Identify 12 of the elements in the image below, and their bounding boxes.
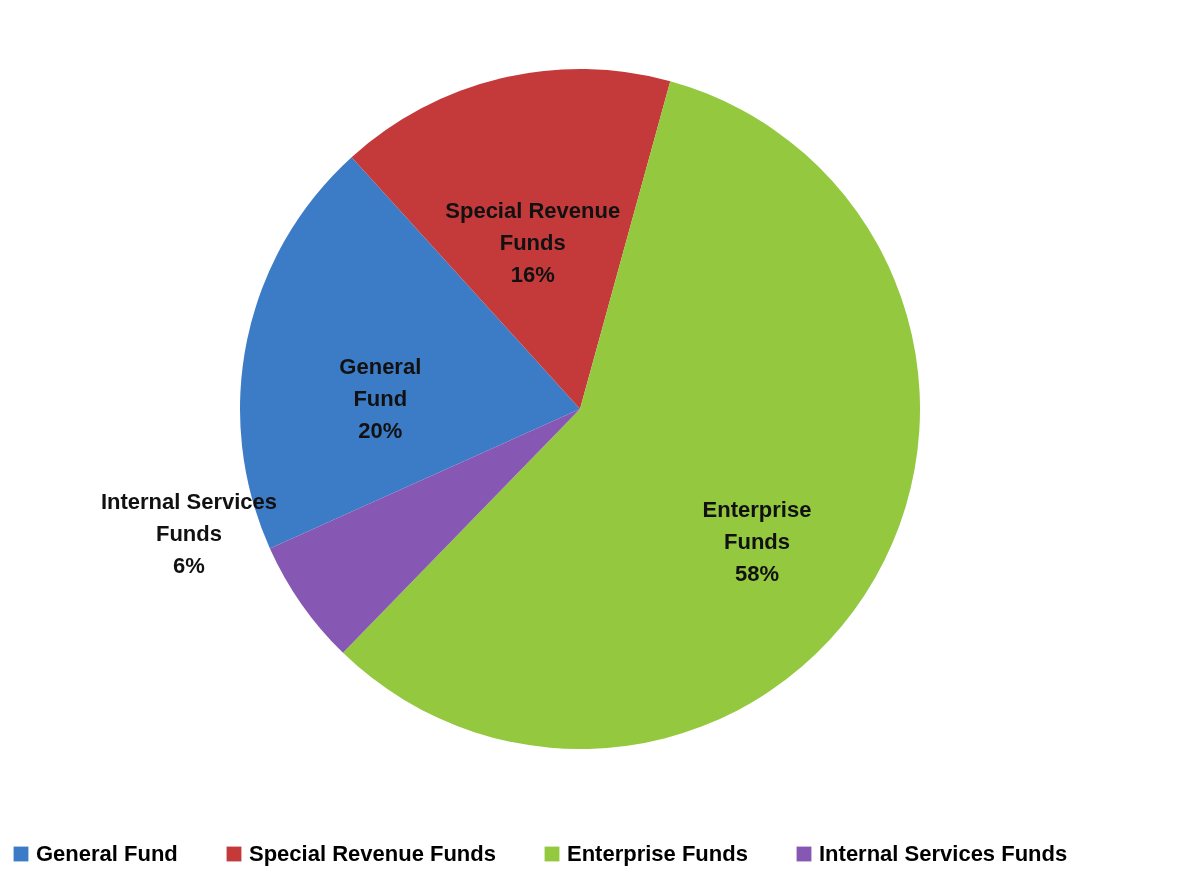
- slice-label: Enterprise Funds: [702, 497, 812, 555]
- data-label: 58%: [735, 561, 780, 587]
- legend-label: Internal Services Funds: [819, 841, 1068, 866]
- pie-slice: [342, 81, 920, 749]
- legend-label: Enterprise Funds: [567, 841, 748, 866]
- legend-label: General Fund: [36, 841, 178, 866]
- data-label: 20%: [358, 418, 403, 444]
- data-label: 6%: [173, 553, 205, 579]
- data-label: 16%: [510, 261, 555, 287]
- slice-label: General Fund: [339, 354, 422, 412]
- legend-label: Special Revenue Funds: [249, 841, 496, 866]
- slice-label: Special Revenue Funds: [445, 197, 621, 255]
